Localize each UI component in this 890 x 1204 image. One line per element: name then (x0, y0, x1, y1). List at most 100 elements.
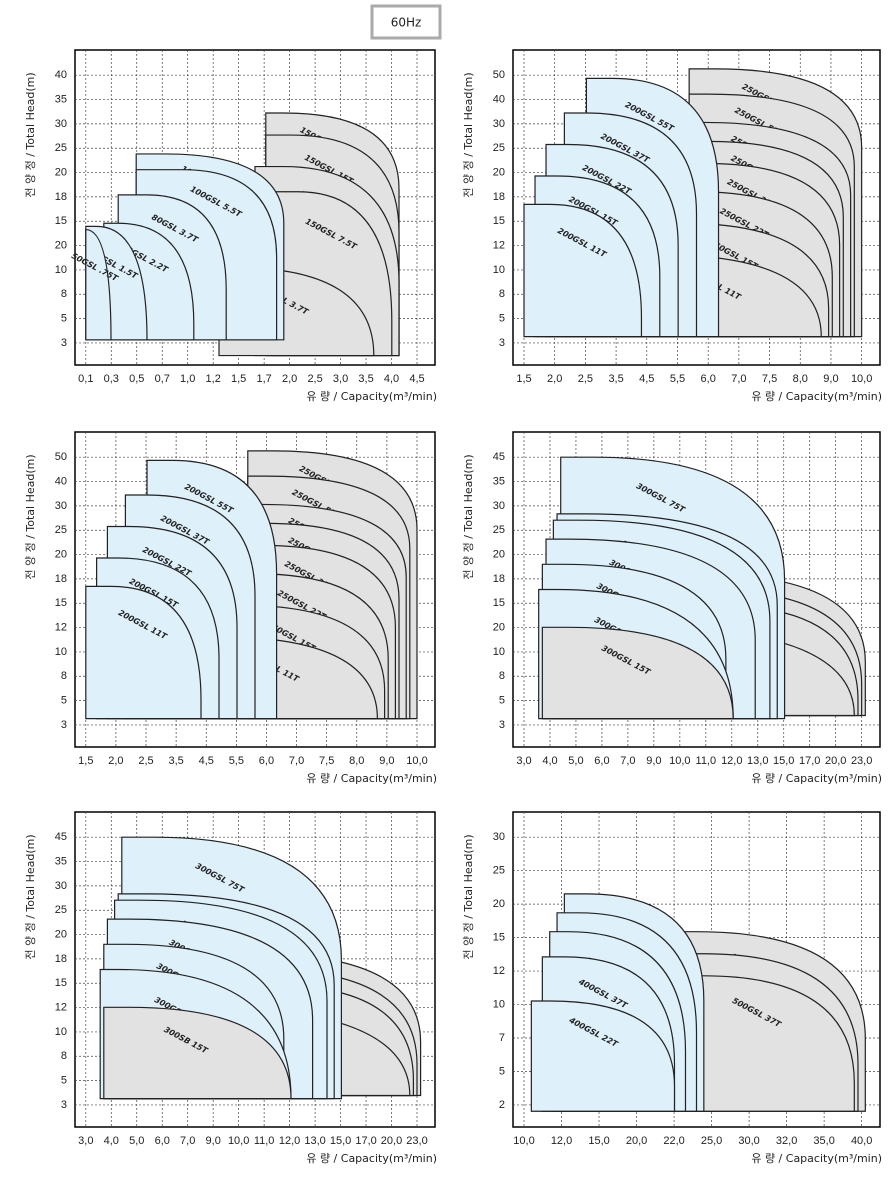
chart-panel: 10,0 12,0 15,0 20,0 22,0 25,0 30,0 32,0 35,0 40,0… (462, 811, 882, 1165)
chart-panel: 0,1 0,3 0,5 0,7 1,0 1,2 1,5 1,7 2,0 2,5 3,0 3,5 4,0 4… (24, 49, 437, 403)
y-tick-label: 12 (493, 239, 505, 251)
chart-panel: 3,0 4,0 5,0 6,0 7,0 9,0 10,0 11,0 12,0 13,0 15,0 17… (462, 431, 882, 785)
y-axis-title: 전 양 정 / Total Head(m) (24, 454, 37, 579)
y-tick-label: 8 (61, 288, 67, 300)
y-tick-label: 15 (493, 215, 505, 227)
x-tick-label: 25,0 (701, 1135, 722, 1147)
x-tick-label: 17,0 (355, 1135, 376, 1147)
x-tick-label: 0,7 (155, 373, 170, 385)
x-tick-label: 1,5 (231, 373, 246, 385)
y-tick-label: 35 (55, 855, 67, 867)
frequency: 60Hz (391, 16, 422, 30)
x-tick-label: 7,0 (620, 755, 635, 767)
y-tick-label: 8 (499, 288, 505, 300)
y-axis-title: 전 양 정 / Total Head(m) (462, 834, 475, 959)
x-tick-label: 20,0 (626, 1135, 647, 1147)
y-tick-label: 50 (55, 451, 67, 463)
pump-zone (523, 203, 643, 338)
x-tick-label: 10,0 (228, 1135, 249, 1147)
x-tick-label: 4,5 (409, 373, 424, 385)
y-tick-label: 15 (55, 215, 67, 227)
x-tick-label: 23,0 (851, 755, 872, 767)
x-tick-label: 15,0 (330, 1135, 351, 1147)
x-tick-label: 9,0 (646, 755, 661, 767)
x-tick-label: 5,5 (670, 373, 685, 385)
x-tick-label: 2,5 (138, 755, 153, 767)
x-tick-label: 7,0 (180, 1135, 195, 1147)
y-tick-label: 20 (493, 166, 505, 178)
y-tick-label: 18 (493, 191, 505, 203)
y-tick-label: 8 (61, 670, 67, 682)
x-tick-label: 2,5 (578, 373, 593, 385)
y-tick-label: 10 (55, 646, 67, 658)
x-tick-label: 3,5 (608, 373, 623, 385)
x-tick-label: 1,7 (256, 373, 271, 385)
x-tick-label: 30,0 (738, 1135, 759, 1147)
y-tick-label: 5 (499, 313, 505, 325)
x-tick-label: 1,5 (78, 755, 93, 767)
x-tick-label: 22,0 (663, 1135, 684, 1147)
x-tick-label: 7,5 (762, 373, 777, 385)
y-tick-label: 10 (493, 646, 505, 658)
pump-zone (85, 228, 112, 341)
y-tick-label: 25 (55, 142, 67, 154)
x-tick-label: 15,0 (588, 1135, 609, 1147)
x-tick-label: 1,5 (516, 373, 531, 385)
x-tick-label: 3,0 (333, 373, 348, 385)
x-tick-label: 7,5 (319, 755, 334, 767)
x-tick-label: 3,0 (516, 755, 531, 767)
y-tick-label: 20 (493, 898, 505, 910)
x-tick-label: 1,2 (206, 373, 221, 385)
x-tick-label: 40,0 (851, 1135, 872, 1147)
chart-panel: 1,5 2,0 2,5 3,5 4,5 5,5 6,0 7,0 7,5 8,0 9,0 10,0 3 5 8… (462, 49, 882, 403)
y-tick-label: 18 (55, 191, 67, 203)
y-tick-label: 10 (55, 1026, 67, 1038)
x-tick-label: 9,0 (379, 755, 394, 767)
x-tick-label: 0,5 (129, 373, 144, 385)
y-tick-label: 5 (61, 313, 67, 325)
y-tick-label: 3 (61, 719, 67, 731)
y-tick-label: 5 (499, 695, 505, 707)
x-tick-label: 6,0 (155, 1135, 170, 1147)
x-tick-label: 10,0 (669, 755, 690, 767)
y-axis-title: 전 양 정 / Total Head(m) (462, 72, 475, 197)
y-tick-label: 35 (55, 93, 67, 105)
y-tick-label: 10 (493, 264, 505, 276)
frequency-box (370, 4, 442, 40)
chart-panel: 1,5 2,0 2,5 3,5 4,5 5,5 6,0 7,0 7,5 8,0 9,0 10,0 3 5 8… (24, 431, 437, 785)
x-tick-label: 3,5 (358, 373, 373, 385)
y-tick-label: 15 (55, 977, 67, 989)
x-tick-label: 17,0 (799, 755, 820, 767)
x-tick-label: 2,0 (547, 373, 562, 385)
x-axis-title: 유 량 / Capacity(m³/min) (751, 1152, 882, 1165)
y-tick-label: 3 (499, 337, 505, 349)
y-tick-label: 10 (55, 264, 67, 276)
y-tick-label: 7 (499, 1032, 505, 1044)
x-tick-label: 9,0 (206, 1135, 221, 1147)
pump-zone (103, 1006, 292, 1100)
x-tick-label: 0,3 (104, 373, 119, 385)
x-tick-label: 1,0 (180, 373, 195, 385)
x-tick-label: 5,0 (129, 1135, 144, 1147)
y-tick-label: 20 (493, 548, 505, 560)
y-tick-label: 20 (55, 239, 67, 251)
x-axis-title: 유 량 / Capacity(m³/min) (306, 390, 437, 403)
y-tick-label: 12 (493, 965, 505, 977)
x-axis-title: 유 량 / Capacity(m³/min) (306, 1152, 437, 1165)
x-tick-label: 0,1 (78, 373, 93, 385)
x-tick-label: 2,0 (108, 755, 123, 767)
y-axis-title: 전 양 정 / Total Head(m) (24, 834, 37, 959)
y-tick-label: 18 (493, 573, 505, 585)
y-tick-label: 2 (499, 1099, 505, 1111)
y-tick-label: 35 (493, 475, 505, 487)
x-tick-label: 8,0 (793, 373, 808, 385)
x-tick-label: 3,5 (168, 755, 183, 767)
y-tick-label: 5 (61, 695, 67, 707)
y-tick-label: 5 (61, 1075, 67, 1087)
x-axis-title: 유 량 / Capacity(m³/min) (751, 772, 882, 785)
pump-zone (666, 975, 855, 1112)
x-tick-label: 7,0 (731, 373, 746, 385)
x-tick-label: 10,0 (851, 373, 872, 385)
y-tick-label: 25 (493, 524, 505, 536)
x-tick-label: 10,0 (406, 755, 427, 767)
